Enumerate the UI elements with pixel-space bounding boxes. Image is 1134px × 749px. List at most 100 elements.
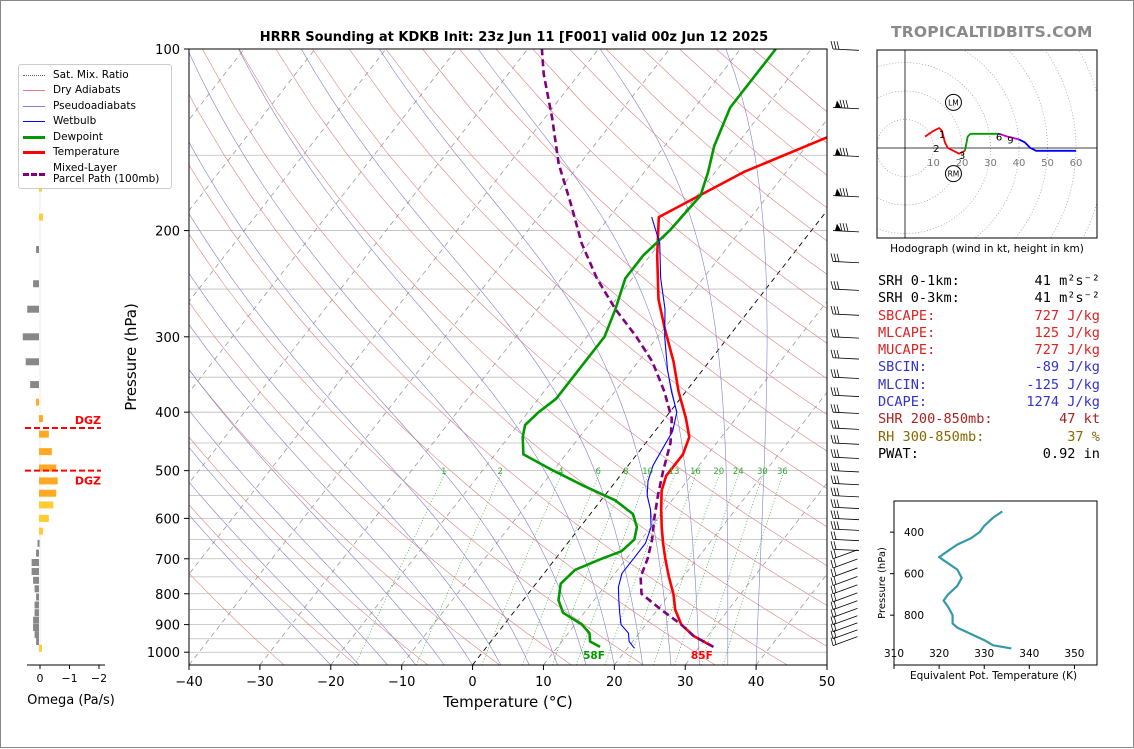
wind-barb-feather <box>836 41 840 50</box>
dry-adiabat <box>189 164 716 665</box>
omega-bar <box>39 527 43 535</box>
wind-barb-feather <box>830 280 834 290</box>
hodo-caption: Hodograph (wind in kt, height in km) <box>890 243 1084 255</box>
wind-barb-feather <box>830 577 834 586</box>
wind-barb-feather <box>845 188 849 197</box>
x-tick-label: −10 <box>388 675 415 690</box>
omega-bar <box>37 539 40 547</box>
hodo-height-label: 9 <box>1007 135 1013 146</box>
wind-barb-shaft <box>832 48 859 51</box>
param-row: SRH 0-1km: 41 m²s⁻² <box>878 273 1100 290</box>
pseudoadiabat <box>189 323 473 665</box>
wind-barb-feather <box>833 420 837 429</box>
omega-bar <box>36 638 39 646</box>
y-tick-label: 400 <box>155 406 180 421</box>
wind-barb-feather <box>833 349 837 359</box>
legend-swatch <box>23 74 45 76</box>
wind-barb <box>832 187 859 198</box>
legend-swatch <box>23 121 45 122</box>
wind-barb-feather <box>839 222 843 232</box>
omega-bar <box>36 593 39 601</box>
omega-bar <box>34 601 39 609</box>
wind-barb <box>830 558 858 569</box>
dry-adiabat <box>189 301 572 665</box>
wind-barb-feather <box>830 593 834 602</box>
dry-adiabat <box>189 233 644 665</box>
wind-barb-feather <box>830 510 834 519</box>
wind-barb-shaft <box>832 313 859 316</box>
param-value: 0.92 in <box>1042 445 1100 462</box>
wind-barb-feather <box>836 369 840 378</box>
wind-barb-feather <box>833 558 837 568</box>
isotherm-line <box>614 391 827 665</box>
wind-barb-feather <box>833 404 837 413</box>
param-value: 41 m²s⁻² <box>1034 273 1100 289</box>
mixing-ratio-line <box>700 470 765 665</box>
wind-barb <box>832 222 859 233</box>
omega-bar <box>39 415 43 423</box>
hodo-height-label: 6 <box>996 133 1002 144</box>
wind-barb-feather <box>830 419 834 429</box>
wind-barb-feather <box>830 541 834 550</box>
mixing-ratio-line <box>575 470 651 665</box>
wind-barb-feather <box>830 520 834 530</box>
omega-bar <box>36 246 39 254</box>
wind-barb <box>830 567 858 578</box>
x-tick-label: 20 <box>606 675 623 690</box>
param-label: SRH 0-3km: <box>878 290 960 307</box>
omega-bar <box>34 609 39 617</box>
param-value: 727 J/kg <box>1034 342 1100 359</box>
wind-barb-shaft <box>832 411 859 414</box>
omega-bar <box>27 305 39 313</box>
omega-bar <box>39 448 52 456</box>
param-row: MLCIN: -125 J/kg <box>878 377 1100 394</box>
wind-barb-feather <box>836 387 840 396</box>
wind-barb-feather <box>836 462 840 472</box>
wind-barb <box>830 40 859 51</box>
wind-barb-feather <box>836 521 840 530</box>
wind-barb-feather <box>830 40 834 50</box>
wind-barb-feather <box>833 306 837 315</box>
param-label: MUCAPE: <box>878 342 936 359</box>
wind-barb-feather <box>833 549 837 558</box>
wind-barb-shaft <box>832 427 859 430</box>
param-row: SBCAPE: 727 J/kg <box>878 308 1100 325</box>
param-value: 125 J/kg <box>1034 324 1100 341</box>
theta-x-tick-label: 320 <box>929 648 949 660</box>
wind-barb-feather <box>839 187 843 197</box>
isotherm-line <box>330 49 812 665</box>
wind-barb-flag <box>835 223 841 231</box>
hodo-height-label: 2 <box>933 144 939 155</box>
mixing-ratio-line <box>674 470 741 665</box>
omega-bar <box>39 514 49 522</box>
wind-barb-feather <box>833 499 837 508</box>
wind-barb-feather <box>830 559 834 569</box>
isotherm-line <box>684 482 827 665</box>
legend-label: Temperature <box>53 146 120 158</box>
legend-label: Dewpoint <box>53 130 103 143</box>
omega-bar <box>36 549 39 557</box>
wind-barb-feather <box>833 449 837 458</box>
param-row: DCAPE: 1274 J/kg <box>878 394 1100 411</box>
wind-barb <box>830 531 859 542</box>
omega-bar <box>33 624 39 632</box>
wind-barb-shaft <box>832 517 859 521</box>
legend-label: Mixed-Layer Parcel Path (100mb) <box>53 162 160 185</box>
y-axis-label: Pressure (hPa) <box>122 303 140 411</box>
wind-barb-shaft <box>832 376 859 379</box>
wind-barb-feather <box>830 499 834 508</box>
series-temperature <box>655 135 827 647</box>
wind-barb-shaft <box>832 336 859 339</box>
wind-barb-feather <box>830 637 834 646</box>
legend-label: Dry Adiabats <box>53 84 121 96</box>
pseudoadiabat <box>189 446 388 665</box>
wind-barb-feather <box>833 253 837 262</box>
pseudoadiabat <box>379 49 672 665</box>
wind-barb-feather <box>836 420 840 429</box>
wind-barb-shaft <box>832 558 858 569</box>
omega-tick-label: −2 <box>91 672 107 685</box>
x-tick-label: −40 <box>175 675 202 690</box>
omega-axis-label: Omega (Pa/s) <box>27 693 115 708</box>
param-row: SRH 0-3km: 41 m²s⁻² <box>878 290 1100 307</box>
legend-swatch <box>23 172 45 176</box>
